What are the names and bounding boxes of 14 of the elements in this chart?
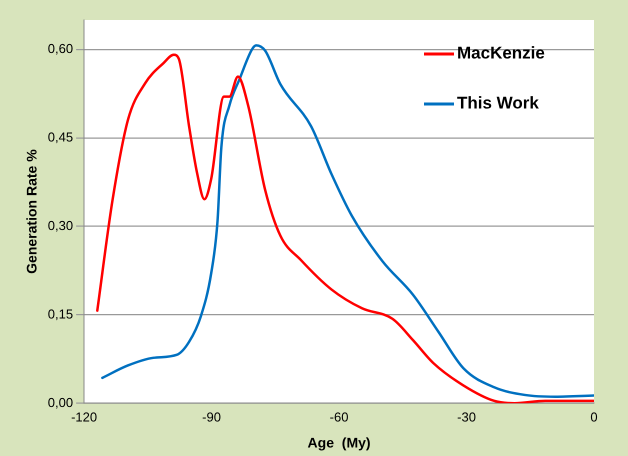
y-tick-label: 0,00: [48, 394, 74, 410]
y-tick-label: 0,15: [48, 306, 74, 322]
x-tick-label: 0: [590, 409, 598, 424]
legend-label: This Work: [457, 94, 540, 113]
x-axis-title: Age (My): [308, 434, 371, 450]
x-tick-label: -120: [71, 409, 98, 424]
y-tick-label: 0,45: [48, 129, 74, 144]
y-tick-label: 0,60: [48, 41, 74, 56]
y-tick-label: 0,30: [48, 218, 74, 233]
x-tick-label: -60: [330, 409, 348, 424]
x-tick-label: -30: [457, 409, 476, 424]
x-tick-label: -90: [202, 409, 221, 424]
y-axis-title: Generation Rate %: [23, 148, 40, 274]
legend-label: MacKenzie: [457, 44, 545, 63]
